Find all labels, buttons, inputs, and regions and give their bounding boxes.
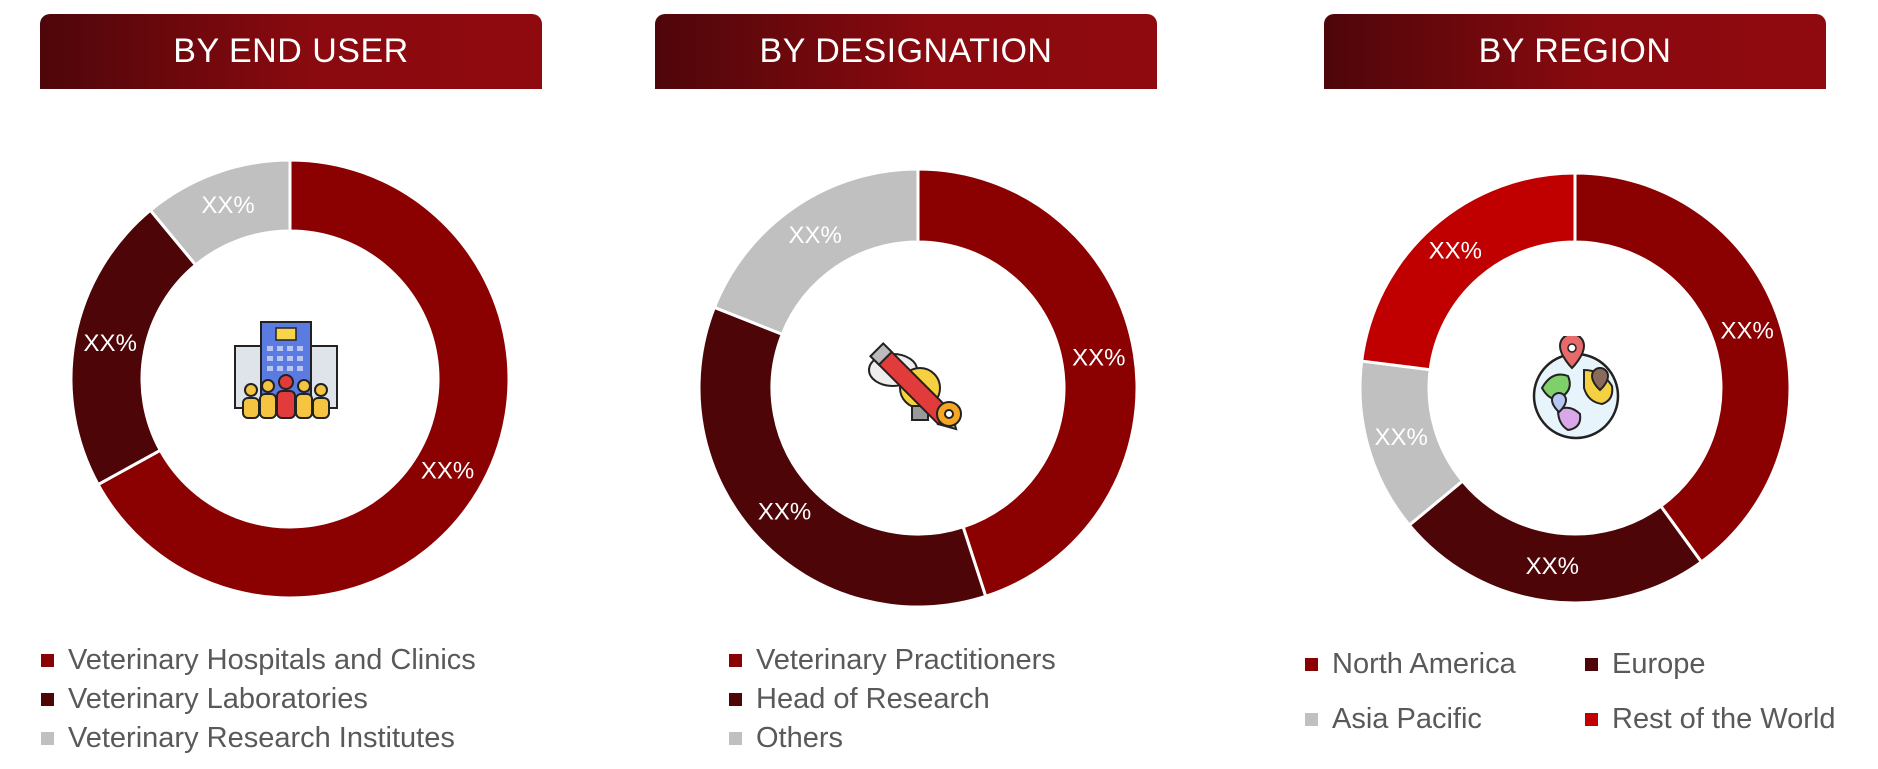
donut-slice	[1573, 171, 1792, 565]
idea-pencil-gear-icon	[865, 338, 975, 449]
slice-data-label: XX%	[421, 457, 474, 484]
legend-swatch	[729, 654, 742, 667]
donut-slice	[1360, 171, 1577, 372]
legend-item: Veterinary Laboratories	[41, 683, 368, 716]
donut-slice	[96, 158, 511, 600]
legend-item: Rest of the World	[1585, 703, 1836, 736]
legend-label: Veterinary Research Institutes	[68, 722, 455, 754]
donut-slice	[916, 167, 1139, 599]
legend-label: Europe	[1612, 648, 1706, 680]
slice-data-label: XX%	[788, 222, 841, 249]
slice-data-label: XX%	[1429, 238, 1482, 265]
legend-swatch	[1305, 658, 1318, 671]
legend-label: Veterinary Laboratories	[68, 683, 368, 715]
slice-data-label: XX%	[758, 499, 811, 526]
legend-item: Veterinary Hospitals and Clinics	[41, 644, 476, 677]
legend-label: Veterinary Hospitals and Clinics	[68, 644, 476, 676]
legend-item: North America	[1305, 648, 1516, 681]
legend-item: Veterinary Practitioners	[729, 644, 1056, 677]
slice-data-label: XX%	[1720, 317, 1773, 344]
slice-data-label: XX%	[1072, 345, 1125, 372]
donut-slice	[697, 305, 988, 609]
region-banner: BY REGION	[1324, 14, 1826, 89]
designation-banner: BY DESIGNATION	[655, 14, 1157, 89]
legend-label: North America	[1332, 648, 1516, 680]
legend-item: Europe	[1585, 648, 1706, 681]
legend-label: Asia Pacific	[1332, 703, 1482, 735]
legend-label: Veterinary Practitioners	[756, 644, 1056, 676]
legend-swatch	[729, 732, 742, 745]
legend-swatch	[41, 693, 54, 706]
hospital-building-icon	[233, 318, 339, 429]
slice-data-label: XX%	[1375, 424, 1428, 451]
legend-item: Head of Research	[729, 683, 990, 716]
legend-swatch	[1585, 713, 1598, 726]
slice-data-label: XX%	[201, 192, 254, 219]
slice-data-label: XX%	[84, 330, 137, 357]
legend-swatch	[729, 693, 742, 706]
globe-location-icon	[1528, 333, 1624, 447]
legend-item: Veterinary Research Institutes	[41, 722, 455, 755]
legend-swatch	[1585, 658, 1598, 671]
legend-label: Head of Research	[756, 683, 990, 715]
end-user-banner: BY END USER	[40, 14, 542, 89]
legend-swatch	[1305, 713, 1318, 726]
slice-data-label: XX%	[1526, 553, 1579, 580]
legend-item: Asia Pacific	[1305, 703, 1482, 736]
legend-label: Rest of the World	[1612, 703, 1836, 735]
donut-slice	[1407, 478, 1704, 605]
legend-item: Others	[729, 722, 843, 755]
legend-swatch	[41, 732, 54, 745]
legend-swatch	[41, 654, 54, 667]
legend-label: Others	[756, 722, 844, 754]
donut-slice	[712, 167, 920, 337]
donut-slice	[148, 158, 292, 268]
